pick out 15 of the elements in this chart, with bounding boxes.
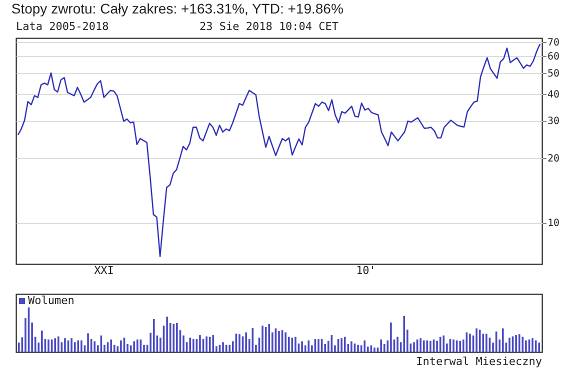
y-tick-label: 60	[548, 52, 560, 63]
line-series	[17, 43, 541, 258]
y-tick-label: 20	[548, 154, 560, 165]
text: 23 Sie 2018 10:04 CET	[199, 20, 339, 33]
y-tick-label: 30	[548, 116, 560, 128]
y-tick-label: 40	[548, 89, 560, 100]
annotation: 10'	[356, 264, 376, 277]
text: Interwal Miesieczny	[416, 355, 542, 368]
y-tick-label: 10	[548, 218, 560, 230]
chart-title: Stopy zwrotu: Cały zakres: +163.31%, YTD: +19.86%	[11, 0, 344, 16]
text: Lata 2005-2018	[16, 20, 109, 33]
legend-label: Wolumen	[28, 294, 74, 307]
y-tick-label: 50	[548, 68, 560, 80]
y-tick-label: 70	[548, 37, 560, 48]
annotation: XXI	[94, 264, 114, 277]
